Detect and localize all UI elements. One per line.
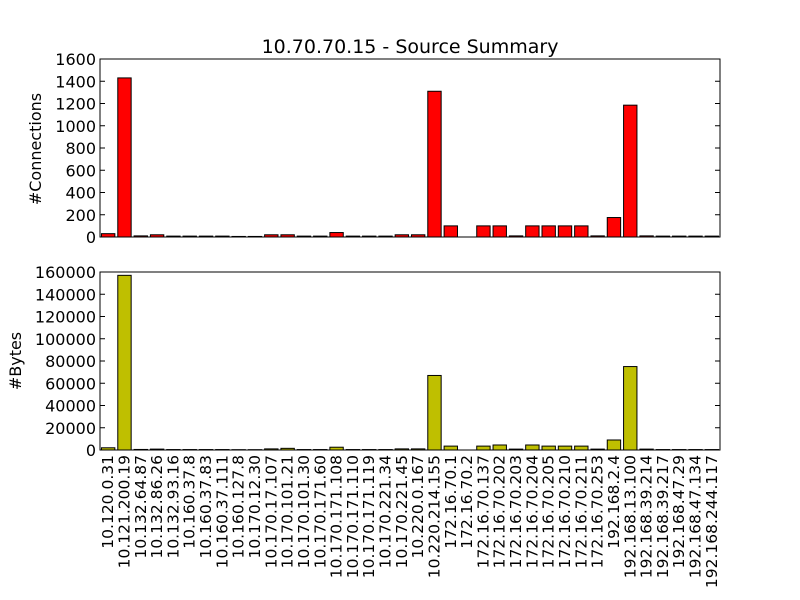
connections-panel: #Connections 0 200 400 600 800 1000 1200 1400 16… xyxy=(26,50,721,247)
connections-y-tick-label: 400 xyxy=(65,184,96,203)
x-tick-label: 10.121.200.19 xyxy=(115,455,133,568)
bytes-y-axis-label: #Bytes xyxy=(6,332,25,390)
bytes-y-tick-label: 100000 xyxy=(35,330,96,349)
x-tick-label: 192.168.244.117 xyxy=(703,455,721,588)
x-tick-label: 10.170.171.60 xyxy=(311,455,329,568)
bytes-y-tick-label: 80000 xyxy=(45,352,96,371)
connections-y-ticks: 0 200 400 600 800 1000 1200 1400 1600 xyxy=(55,50,720,247)
bytes-y-tick-label: 20000 xyxy=(45,419,96,438)
bytes-y-tick-label: 60000 xyxy=(45,374,96,393)
x-tick-label: 10.160.37.83 xyxy=(197,455,215,559)
x-tick-label: 172.16.70.1 xyxy=(442,455,460,549)
x-tick-label: 172.16.70.2 xyxy=(458,455,476,549)
bytes-bar xyxy=(443,445,458,451)
x-tick-label: 10.170.171.108 xyxy=(328,455,346,578)
connections-y-tick-label: 1600 xyxy=(55,50,96,69)
connections-bar xyxy=(476,225,491,238)
connections-bar xyxy=(541,225,556,238)
bytes-bar xyxy=(557,445,573,451)
x-tick-label: 10.132.93.16 xyxy=(164,455,182,559)
bytes-bar xyxy=(606,439,622,451)
source-ip-x-tick-labels: 10.120.0.3110.121.200.1910.132.64.8710.1… xyxy=(99,455,721,588)
x-tick-label: 10.170.221.34 xyxy=(377,455,395,568)
bytes-bar xyxy=(492,444,507,451)
connections-bars xyxy=(100,77,720,238)
connections-axes-frame xyxy=(99,58,721,238)
x-tick-label: 10.132.86.26 xyxy=(148,455,166,559)
x-tick-label: 172.16.70.205 xyxy=(540,455,558,568)
x-tick-label: 10.220.214.155 xyxy=(425,455,443,578)
x-tick-label: 192.168.13.100 xyxy=(621,455,639,578)
x-tick-label: 192.168.39.214 xyxy=(638,455,656,578)
connections-y-tick-label: 600 xyxy=(65,161,96,180)
bytes-bar xyxy=(427,374,442,451)
bytes-y-tick-label: 40000 xyxy=(45,397,96,416)
connections-bar xyxy=(557,225,573,238)
connections-y-tick-label: 1400 xyxy=(55,72,96,91)
bytes-y-tick-label: 0 xyxy=(86,441,96,460)
x-tick-label: 10.170.17.107 xyxy=(262,455,280,568)
connections-bar xyxy=(100,233,116,238)
x-tick-label: 192.168.47.29 xyxy=(670,455,688,568)
connections-bar xyxy=(427,90,442,238)
x-tick-label: 172.16.70.203 xyxy=(507,455,525,568)
connections-y-tick-label: 1200 xyxy=(55,95,96,114)
connections-bar xyxy=(623,104,638,238)
bytes-y-tick-label: 140000 xyxy=(35,285,96,304)
connections-bar xyxy=(329,232,344,238)
x-tick-label: 10.132.64.87 xyxy=(132,455,150,559)
connections-bar xyxy=(606,217,622,238)
bytes-axes-frame xyxy=(99,271,721,451)
x-tick-label: 10.170.101.30 xyxy=(295,455,313,568)
x-tick-label: 10.160.127.8 xyxy=(230,455,248,559)
connections-y-tick-label: 0 xyxy=(86,228,96,247)
x-tick-label: 10.120.0.31 xyxy=(99,455,117,549)
bytes-bar xyxy=(574,445,589,451)
x-tick-label: 10.220.0.167 xyxy=(409,455,427,559)
bytes-y-tick-label: 120000 xyxy=(35,308,96,327)
x-tick-label: 192.168.39.217 xyxy=(654,455,672,578)
x-tick-label: 172.16.70.202 xyxy=(491,455,509,568)
bytes-bar xyxy=(623,366,638,451)
bytes-bars xyxy=(100,274,720,451)
x-tick-label: 10.170.171.119 xyxy=(360,455,378,578)
connections-y-tick-label: 800 xyxy=(65,139,96,158)
bytes-bar xyxy=(117,274,132,451)
x-tick-label: 192.168.47.134 xyxy=(687,455,705,578)
connections-y-axis-label: #Connections xyxy=(26,93,45,205)
connections-bar xyxy=(492,225,507,238)
bytes-panel: #Bytes 0 20000 40000 60000 80000 100000 120000… xyxy=(6,263,721,460)
x-tick-label: 10.170.12.30 xyxy=(246,455,264,559)
bytes-y-ticks: 0 20000 40000 60000 80000 100000 120000 140000 1… xyxy=(35,263,720,460)
x-tick-label: 10.160.37.8 xyxy=(181,455,199,549)
x-tick-label: 10.170.101.21 xyxy=(279,455,297,568)
x-tick-label: 10.160.37.111 xyxy=(213,455,231,568)
bytes-y-tick-label: 160000 xyxy=(35,263,96,282)
x-tick-label: 172.16.70.210 xyxy=(556,455,574,568)
chart-title: 10.70.70.15 - Source Summary xyxy=(262,36,559,58)
bytes-bar xyxy=(476,445,491,451)
x-tick-label: 172.16.70.211 xyxy=(572,455,590,568)
x-tick-label: 10.170.171.110 xyxy=(344,455,362,578)
x-tick-label: 192.168.2.4 xyxy=(605,455,623,549)
connections-bar xyxy=(525,225,540,238)
connections-y-tick-label: 200 xyxy=(65,206,96,225)
connections-bar xyxy=(117,77,132,238)
bytes-bar xyxy=(541,445,556,451)
x-tick-label: 10.170.221.45 xyxy=(393,455,411,568)
connections-bar xyxy=(574,225,589,238)
x-tick-label: 172.16.70.253 xyxy=(589,455,607,568)
x-tick-label: 172.16.70.137 xyxy=(474,455,492,568)
connections-y-tick-label: 1000 xyxy=(55,117,96,136)
connections-bar xyxy=(443,225,458,238)
x-tick-label: 172.16.70.204 xyxy=(523,455,541,568)
bytes-bar xyxy=(525,444,540,451)
